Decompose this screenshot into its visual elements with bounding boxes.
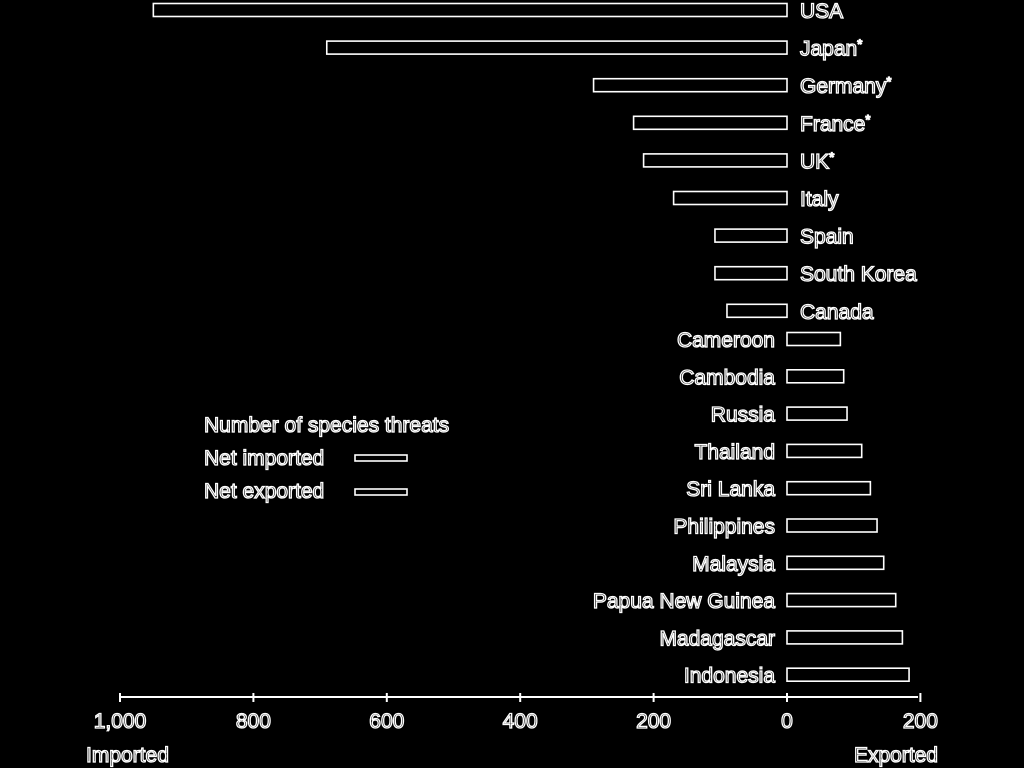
category-label-cambodia: Cambodia [679, 366, 775, 389]
bars-group [152, 2, 910, 683]
category-label-thailand: Thailand [694, 441, 775, 464]
category-label-russia: Russia [711, 404, 776, 427]
asterisk-marker: * [886, 74, 891, 89]
x-tick-label: 200 [636, 710, 671, 733]
x-tick-label: 600 [369, 710, 404, 733]
asterisk-marker: * [829, 149, 834, 164]
category-label-indonesia: Indonesia [684, 665, 775, 688]
bar-uk [642, 153, 788, 168]
bar-canada [726, 303, 788, 319]
category-label-sri-lanka: Sri Lanka [686, 478, 775, 501]
legend-label-net-exported: Net exported [204, 480, 324, 503]
bar-indonesia [786, 667, 910, 683]
bar-spain [714, 228, 788, 243]
bar-madagascar [786, 630, 904, 645]
category-label-philippines: Philippines [673, 516, 775, 539]
bar-germany [592, 77, 788, 93]
bar-japan [325, 40, 788, 55]
legend: Number of species threats Net imported N… [203, 413, 449, 503]
bar-cambodia [786, 368, 845, 384]
bar-thailand [786, 443, 863, 459]
bar-south-korea [714, 265, 788, 281]
x-tick-label: 0 [781, 710, 793, 733]
axis-label-imported: Imported [86, 744, 169, 767]
category-label-france: France* [800, 112, 870, 136]
bar-philippines [786, 518, 878, 533]
x-ticks-group: 1,000 800 600 400 200 0 200 [93, 693, 939, 734]
bar-cameroon [786, 331, 842, 347]
legend-title: Number of species threats [204, 414, 449, 437]
category-label-spain: Spain [800, 226, 854, 249]
bar-malaysia [786, 555, 885, 571]
category-label-italy: Italy [800, 188, 839, 211]
x-tick-label: 1,000 [94, 710, 147, 733]
category-label-malaysia: Malaysia [692, 553, 775, 576]
legend-swatch-net-exported [354, 488, 408, 496]
bar-sri-lanka [786, 480, 872, 496]
category-label-canada: Canada [800, 301, 874, 324]
category-label-japan: Japan* [800, 37, 862, 61]
category-label-uk: UK* [800, 149, 834, 173]
category-label-madagascar: Madagascar [659, 627, 775, 650]
category-label-usa: USA [800, 0, 843, 23]
bar-italy [672, 190, 788, 206]
x-tick-label: 800 [236, 710, 271, 733]
category-label-germany: Germany* [800, 74, 891, 98]
category-labels-group: USA Japan* Germany* France* UK* Italy Spain Sou… [592, 0, 917, 688]
asterisk-marker: * [857, 37, 862, 52]
bar-usa [152, 2, 788, 18]
axis-label-exported: Exported [854, 744, 938, 767]
legend-label-net-imported: Net imported [204, 447, 324, 470]
category-label-papua-new-guinea: Papua New Guinea [593, 590, 775, 613]
asterisk-marker: * [865, 112, 870, 127]
bar-france [632, 115, 788, 131]
x-tick-label: 200 [903, 710, 938, 733]
x-tick-label: 400 [503, 710, 538, 733]
legend-swatch-net-imported [354, 454, 408, 462]
bar-russia [786, 406, 848, 421]
category-label-south-korea: South Korea [800, 263, 917, 286]
category-label-cameroon: Cameroon [677, 329, 775, 352]
bar-papua-new-guinea [786, 592, 897, 608]
